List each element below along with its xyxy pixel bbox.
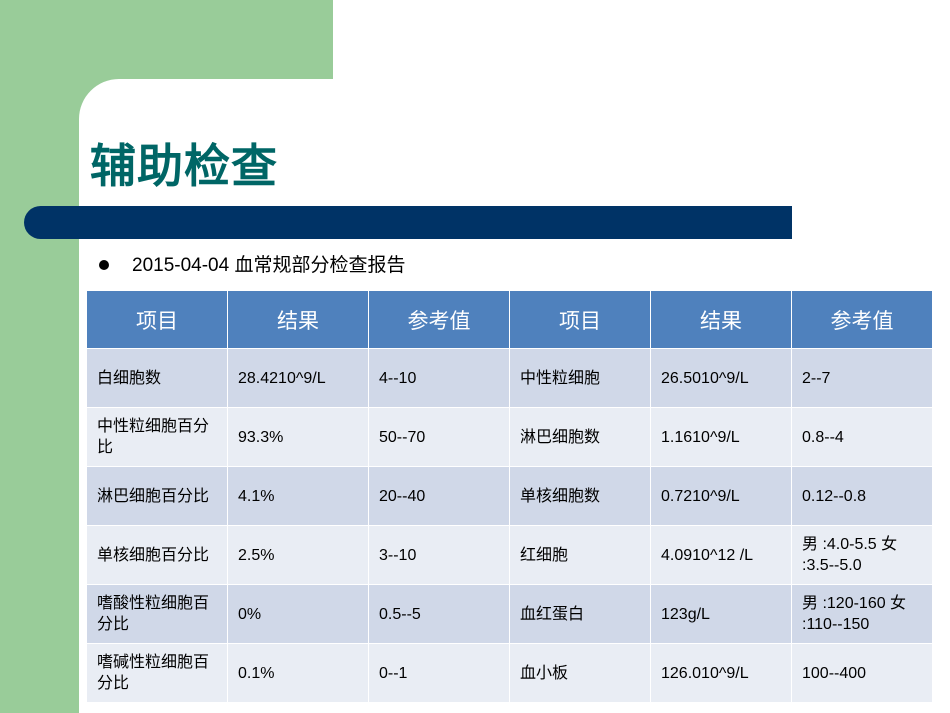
bullet-dot [99, 260, 109, 270]
table-cell: 4--10 [368, 348, 510, 408]
table-cell: 2--7 [791, 348, 933, 408]
table-cell: 嗜酸性粒细胞百分比 [86, 584, 228, 644]
bullet-text: 2015-04-04 血常规部分检查报告 [132, 255, 406, 276]
header-cell: 参考值 [791, 290, 933, 349]
slide-title: 辅助检查 [90, 139, 278, 193]
header-cell: 参考值 [368, 290, 510, 349]
blood-test-table: 项目 结果 参考值 项目 结果 参考值 白细胞数 28.4210^9/L 4--… [86, 290, 933, 703]
header-cell: 结果 [227, 290, 369, 349]
table-cell: 嗜碱性粒细胞百分比 [86, 643, 228, 703]
table-cell: 93.3% [227, 407, 369, 467]
table-cell: 单核细胞数 [509, 466, 651, 526]
table-cell: 单核细胞百分比 [86, 525, 228, 585]
table-row: 嗜碱性粒细胞百分比 0.1% 0--1 血小板 126.010^9/L 100-… [86, 643, 933, 703]
table-header-row: 项目 结果 参考值 项目 结果 参考值 [86, 290, 933, 349]
table-row: 嗜酸性粒细胞百分比 0% 0.5--5 血红蛋白 123g/L 男 :120-1… [86, 584, 933, 644]
header-cell: 项目 [86, 290, 228, 349]
table-row: 单核细胞百分比 2.5% 3--10 红细胞 4.0910^12 /L 男 :4… [86, 525, 933, 585]
table-cell: 血红蛋白 [509, 584, 651, 644]
table-cell: 123g/L [650, 584, 792, 644]
table-cell: 淋巴细胞数 [509, 407, 651, 467]
table-cell: 50--70 [368, 407, 510, 467]
table-cell: 中性粒细胞 [509, 348, 651, 408]
table-row: 中性粒细胞百分比 93.3% 50--70 淋巴细胞数 1.1610^9/L 0… [86, 407, 933, 467]
table-cell: 0.8--4 [791, 407, 933, 467]
table-cell: 0.12--0.8 [791, 466, 933, 526]
header-cell: 结果 [650, 290, 792, 349]
table-cell: 0% [227, 584, 369, 644]
table-cell: 白细胞数 [86, 348, 228, 408]
table-cell: 0.7210^9/L [650, 466, 792, 526]
table-cell: 红细胞 [509, 525, 651, 585]
table-cell: 男 :120-160 女 :110--150 [791, 584, 933, 644]
table-cell: 2.5% [227, 525, 369, 585]
table-cell: 126.010^9/L [650, 643, 792, 703]
header-cell: 项目 [509, 290, 651, 349]
table-cell: 3--10 [368, 525, 510, 585]
table-cell: 20--40 [368, 466, 510, 526]
table-cell: 100--400 [791, 643, 933, 703]
table-cell: 0.1% [227, 643, 369, 703]
table-cell: 26.5010^9/L [650, 348, 792, 408]
top-white-area [333, 0, 950, 79]
table-row: 白细胞数 28.4210^9/L 4--10 中性粒细胞 26.5010^9/L… [86, 348, 933, 408]
table-cell: 0--1 [368, 643, 510, 703]
table-cell: 4.1% [227, 466, 369, 526]
table-cell: 28.4210^9/L [227, 348, 369, 408]
title-underline-bar [24, 206, 792, 239]
table-row: 淋巴细胞百分比 4.1% 20--40 单核细胞数 0.7210^9/L 0.1… [86, 466, 933, 526]
table-cell: 男 :4.0-5.5 女 :3.5--5.0 [791, 525, 933, 585]
table-cell: 1.1610^9/L [650, 407, 792, 467]
table-cell: 4.0910^12 /L [650, 525, 792, 585]
table-cell: 淋巴细胞百分比 [86, 466, 228, 526]
table-cell: 中性粒细胞百分比 [86, 407, 228, 467]
table-cell: 血小板 [509, 643, 651, 703]
table-cell: 0.5--5 [368, 584, 510, 644]
